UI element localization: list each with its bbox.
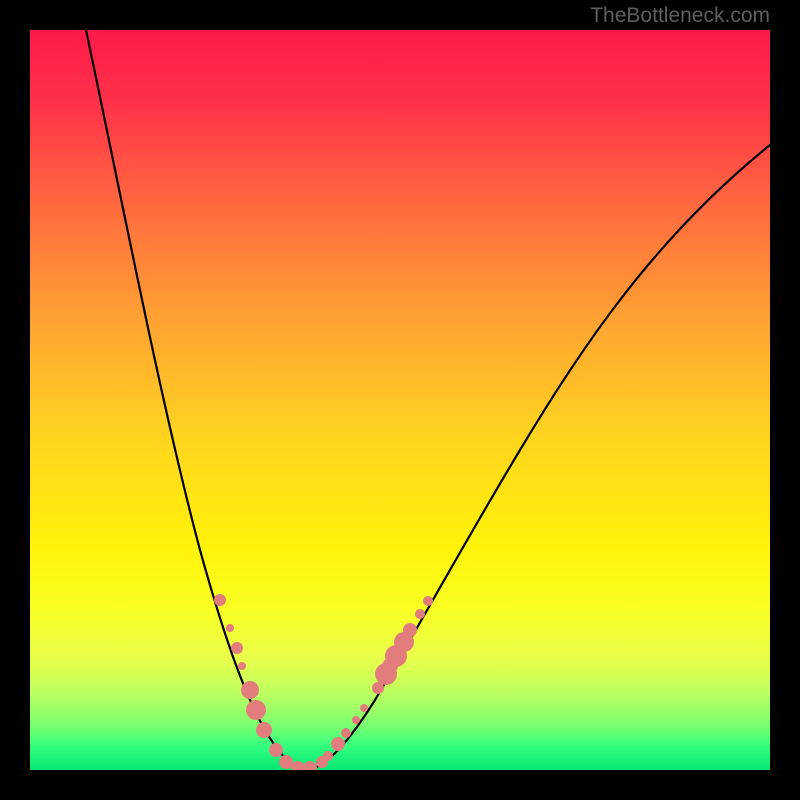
data-marker [415, 609, 425, 619]
data-marker [403, 623, 417, 637]
bottleneck-curve [86, 30, 770, 770]
data-marker [423, 596, 433, 606]
data-marker [291, 761, 305, 770]
data-marker [303, 761, 317, 770]
plot-area [30, 30, 770, 770]
data-marker [341, 728, 351, 738]
data-marker [241, 681, 259, 699]
data-marker [256, 722, 272, 738]
watermark: TheBottleneck.com [590, 4, 770, 28]
data-marker [231, 642, 243, 654]
data-marker [269, 743, 283, 757]
data-marker [246, 700, 266, 720]
data-marker [331, 737, 345, 751]
data-markers [214, 594, 433, 770]
data-marker [226, 624, 234, 632]
data-marker [323, 751, 333, 761]
data-marker [214, 594, 226, 606]
data-marker [279, 755, 293, 769]
data-marker [360, 704, 368, 712]
curve-layer [30, 30, 770, 770]
data-marker [352, 716, 360, 724]
data-marker [238, 662, 246, 670]
